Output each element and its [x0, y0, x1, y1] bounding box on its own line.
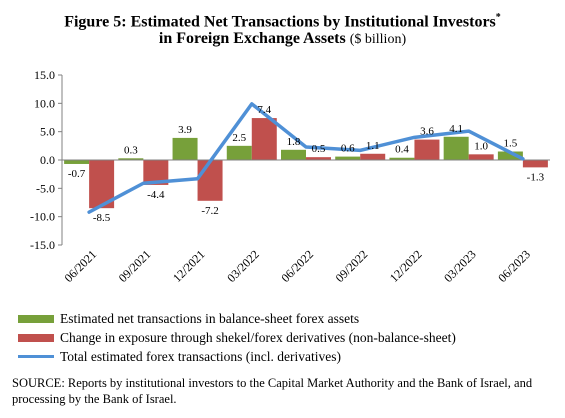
- bar-red: [197, 160, 223, 201]
- data-label-red: 7.4: [257, 104, 271, 116]
- data-label-green: 0.6: [341, 143, 355, 155]
- bar-red: [414, 139, 440, 160]
- legend-swatch-red: [18, 333, 54, 342]
- legend-swatch-blue-line: [18, 355, 54, 358]
- data-label-green: 0.3: [124, 144, 138, 156]
- data-label-green: 0.4: [395, 144, 409, 156]
- bar-green: [226, 145, 252, 160]
- x-tick-label: 06/2023: [495, 247, 533, 285]
- data-label-red: -1.3: [527, 171, 545, 183]
- source-label: SOURCE:: [12, 376, 65, 390]
- x-tick-label: 12/2022: [387, 247, 425, 285]
- chart-title-line1: Figure 5: Estimated Net Transactions by …: [0, 8, 565, 32]
- data-label-green: 1.5: [504, 138, 518, 150]
- bar-red: [306, 157, 331, 160]
- bar-green: [389, 157, 415, 160]
- bar-green: [172, 137, 198, 160]
- data-label-green: 1.8: [287, 136, 301, 148]
- x-tick-label: 03/2022: [224, 247, 262, 285]
- data-label-green: 2.5: [232, 132, 246, 144]
- x-tick-label: 06/2022: [278, 247, 316, 285]
- y-tick-label: 5.0: [40, 125, 55, 139]
- bar-red: [468, 154, 494, 160]
- x-tick-label: 12/2021: [170, 247, 208, 285]
- legend-label: Estimated net transactions in balance-sh…: [60, 311, 360, 326]
- line-total: [87, 102, 525, 214]
- legend-item-balance-sheet: Estimated net transactions in balance-sh…: [18, 309, 456, 328]
- y-tick-label: 15.0: [34, 68, 55, 82]
- chart-title-text: Figure 5: Estimated Net Transactions by …: [64, 13, 496, 31]
- x-tick-label: 09/2022: [333, 247, 371, 285]
- chart-area: 15.0 10.0 5.0 0.0 -5.0 -10.0 -15.0 -0.7 -8.5 0.3 -…: [30, 68, 550, 285]
- y-tick-label: -15.0: [30, 238, 55, 252]
- bar-green: [118, 158, 144, 160]
- bar-green: [281, 149, 306, 160]
- legend-item-derivatives: Change in exposure through shekel/forex …: [18, 328, 456, 347]
- data-label-green: 4.1: [449, 123, 463, 135]
- chart-legend: Estimated net transactions in balance-sh…: [18, 309, 456, 366]
- title-asterisk: *: [495, 12, 501, 23]
- x-tick-label: 06/2021: [62, 247, 100, 285]
- x-tick-label: 03/2023: [441, 247, 479, 285]
- source-text: Reports by institutional investors to th…: [12, 376, 533, 406]
- chart-title-text-2: in Foreign Exchange Assets: [158, 30, 346, 47]
- bar-red: [360, 153, 386, 160]
- bar-red: [522, 160, 548, 168]
- bar-green: [497, 151, 523, 160]
- bar-green: [335, 156, 361, 160]
- data-label-red: -8.5: [93, 212, 111, 224]
- bar-green: [443, 136, 469, 160]
- legend-label: Change in exposure through shekel/forex …: [60, 330, 456, 345]
- legend-label: Total estimated forex transactions (incl…: [60, 349, 341, 364]
- data-label-red: -7.2: [201, 205, 218, 217]
- y-tick-label: 10.0: [34, 96, 55, 110]
- data-label-red: 3.6: [420, 126, 434, 138]
- chart-title-unit: ($ billion): [349, 32, 407, 47]
- data-label-red: -4.4: [147, 189, 165, 201]
- legend-swatch-green: [18, 314, 54, 323]
- y-tick-label: -10.0: [30, 210, 55, 224]
- source-note: SOURCE: Reports by institutional investo…: [12, 375, 557, 407]
- bar-red: [251, 118, 277, 160]
- chart-title-line2: in Foreign Exchange Assets ($ billion): [0, 29, 565, 50]
- data-label-green: 3.9: [178, 124, 192, 136]
- y-tick-label: -5.0: [36, 181, 55, 195]
- legend-item-total: Total estimated forex transactions (incl…: [18, 347, 456, 366]
- x-tick-label: 09/2021: [116, 247, 154, 285]
- data-label-red: 1.1: [366, 140, 380, 152]
- data-label-green: -0.7: [68, 168, 86, 180]
- y-tick-label: 0.0: [40, 153, 55, 167]
- data-label-red: 0.5: [312, 143, 326, 155]
- bar-green: [64, 160, 90, 164]
- data-label-red: 1.0: [474, 140, 488, 152]
